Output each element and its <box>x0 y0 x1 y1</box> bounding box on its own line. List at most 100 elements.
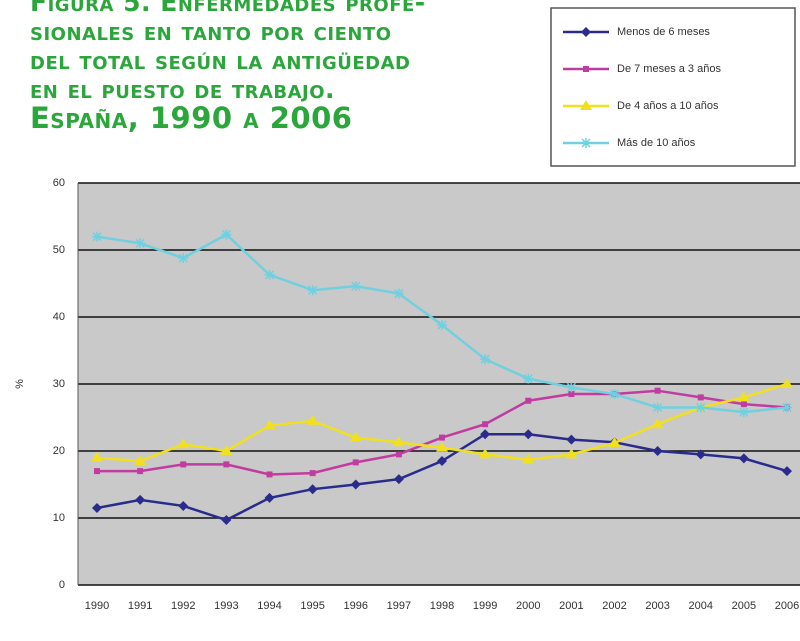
point <box>782 466 792 477</box>
point <box>609 389 620 400</box>
point <box>180 461 187 468</box>
point <box>221 515 232 526</box>
point <box>523 429 534 440</box>
x-tick-label: 2004 <box>689 600 713 612</box>
legend-entry: Más de 10 años <box>563 137 696 149</box>
point <box>436 441 448 452</box>
point <box>479 448 492 459</box>
point <box>568 391 575 398</box>
point <box>309 470 316 477</box>
x-tick-label: 1999 <box>473 600 497 612</box>
x-tick-label: 2005 <box>732 600 756 612</box>
point <box>580 100 592 110</box>
y-tick-label: 50 <box>53 244 65 256</box>
point <box>393 474 404 485</box>
point <box>395 451 402 458</box>
point <box>525 397 532 404</box>
x-tick-label: 1995 <box>300 600 324 612</box>
x-tick-label: 2006 <box>775 600 799 612</box>
point <box>264 492 275 503</box>
point <box>654 387 661 394</box>
point <box>350 479 361 490</box>
point <box>134 455 147 466</box>
point <box>135 494 146 505</box>
point <box>782 402 792 413</box>
title-line: sionales en tanto por ciento <box>30 17 392 46</box>
point <box>737 391 750 402</box>
point <box>522 453 535 464</box>
x-tick-label: 2000 <box>516 600 540 612</box>
chart-title: Figura 5. Enfermedades profe-sionales en… <box>30 0 540 133</box>
legend-label: Menos de 6 meses <box>617 26 710 38</box>
point <box>652 402 663 413</box>
x-tick-label: 1998 <box>430 600 454 612</box>
point <box>92 231 102 242</box>
x-tick-label: 1996 <box>344 600 368 612</box>
point <box>738 453 749 464</box>
point <box>652 446 663 456</box>
point <box>352 459 359 466</box>
legend-label: De 4 años a 10 años <box>617 100 719 112</box>
x-tick-label: 1994 <box>257 600 281 612</box>
point <box>581 138 591 148</box>
point <box>651 418 664 429</box>
point <box>94 468 100 475</box>
point <box>263 419 276 430</box>
title-line: España, 1990 a 2006 <box>30 101 353 135</box>
point <box>482 421 489 428</box>
point <box>178 500 189 511</box>
point <box>740 401 747 408</box>
point <box>91 451 103 462</box>
legend-entry: Menos de 6 meses <box>563 26 710 38</box>
y-axis-label: % <box>14 379 26 389</box>
point <box>695 449 706 460</box>
point <box>92 502 102 513</box>
title-line: del total según la antigüedad <box>30 46 411 75</box>
x-tick-label: 2002 <box>602 600 626 612</box>
point <box>523 373 534 384</box>
legend-label: Más de 10 años <box>617 137 696 149</box>
point <box>583 66 589 72</box>
point <box>738 407 749 418</box>
point <box>220 445 233 455</box>
point <box>566 382 577 393</box>
x-tick-label: 2003 <box>645 600 669 612</box>
point <box>480 429 491 440</box>
point <box>223 461 230 468</box>
point <box>264 269 275 280</box>
title-line: Figura 5. Enfermedades profe- <box>30 0 426 17</box>
point <box>350 281 361 292</box>
point <box>307 484 318 495</box>
point <box>306 414 319 425</box>
point <box>437 456 447 467</box>
point <box>480 354 491 365</box>
point <box>307 285 318 296</box>
x-tick-label: 1990 <box>85 600 109 612</box>
series <box>91 378 793 466</box>
point <box>135 238 146 249</box>
x-tick-label: 2001 <box>559 600 583 612</box>
series <box>92 229 792 418</box>
point <box>781 378 793 388</box>
y-tick-label: 20 <box>53 445 65 457</box>
y-tick-label: 60 <box>53 177 65 189</box>
title-line: en el puesto de trabajo. <box>30 75 336 104</box>
y-tick-label: 0 <box>59 579 65 591</box>
point <box>695 402 706 413</box>
y-tick-label: 30 <box>53 378 65 390</box>
point <box>178 253 189 264</box>
point <box>565 448 578 459</box>
point <box>437 320 447 331</box>
point <box>221 229 232 240</box>
point <box>566 434 577 445</box>
point <box>137 468 144 475</box>
legend-entry: De 7 meses a 3 años <box>563 63 721 75</box>
point <box>266 471 273 478</box>
point <box>608 436 621 447</box>
point <box>439 434 445 441</box>
x-tick-label: 1993 <box>214 600 238 612</box>
y-tick-label: 10 <box>53 512 65 524</box>
x-tick-label: 1991 <box>128 600 152 612</box>
